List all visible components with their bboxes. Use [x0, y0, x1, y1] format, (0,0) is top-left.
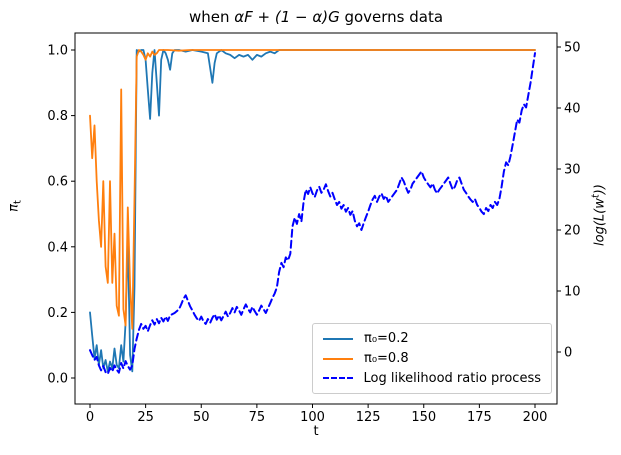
legend: π₀=0.2 π₀=0.8 Log likelihood ratio proce… — [312, 323, 552, 394]
legend-item-pi02: π₀=0.2 — [323, 329, 541, 349]
y-left-tick-label: 0.6 — [47, 175, 68, 190]
legend-item-loglik: Log likelihood ratio process — [323, 368, 541, 388]
legend-label: π₀=0.8 — [364, 351, 409, 366]
y-left-tick-label: 0.8 — [47, 109, 68, 124]
series-line-1 — [89, 49, 536, 330]
y-left-tick-label: 1.0 — [47, 44, 68, 59]
x-axis-label: t — [313, 424, 319, 439]
y-axis-label-right: log(L(wt)) — [591, 184, 608, 246]
series-line-2 — [89, 52, 536, 375]
chart-title: when αF + (1 − α)G governs data — [75, 8, 557, 26]
legend-line-sample-pi02 — [323, 337, 353, 340]
y-axis-label-left: πt — [7, 200, 24, 212]
y-left-tick-label: 0.0 — [47, 372, 68, 387]
y-right-tick-label: 20 — [564, 224, 581, 239]
x-tick-label: 125 — [356, 410, 381, 425]
legend-line-sample-loglik — [323, 377, 353, 380]
axes-frame — [74, 32, 558, 405]
title-math: αF + (1 − α)G — [234, 8, 340, 26]
right-label-post: )) — [592, 184, 608, 195]
y-left-tick-label: 0.4 — [47, 240, 68, 255]
x-tick-label: 0 — [86, 410, 94, 425]
y-right-tick-label: 40 — [564, 102, 581, 117]
legend-label: π₀=0.2 — [364, 331, 409, 347]
y-right-tick-label: 30 — [564, 163, 581, 178]
pi-subscript: t — [12, 200, 24, 205]
title-text: when — [188, 8, 235, 26]
legend-item-pi08: π₀=0.8 — [323, 349, 541, 369]
series-line-0 — [89, 49, 536, 373]
legend-line-sample-pi08 — [323, 357, 353, 360]
x-tick-label: 75 — [249, 410, 266, 425]
y-right-tick-label: 50 — [564, 41, 581, 56]
x-tick-label: 200 — [523, 410, 548, 425]
y-right-tick-label: 0 — [564, 346, 572, 361]
x-tick-label: 50 — [193, 410, 210, 425]
y-left-tick-label: 0.2 — [47, 306, 68, 321]
title-suffix: governs data — [339, 8, 444, 26]
x-tick-label: 150 — [411, 410, 436, 425]
right-label-pre: log(L(w — [592, 198, 608, 246]
right-label-sup: t — [590, 194, 602, 199]
legend-label: Log likelihood ratio process — [363, 370, 541, 386]
pi-symbol: π — [6, 204, 22, 212]
x-tick-label: 100 — [300, 410, 325, 425]
x-tick-label: 175 — [467, 410, 492, 425]
x-tick-label: 25 — [137, 410, 154, 425]
y-right-tick-label: 10 — [564, 285, 581, 300]
